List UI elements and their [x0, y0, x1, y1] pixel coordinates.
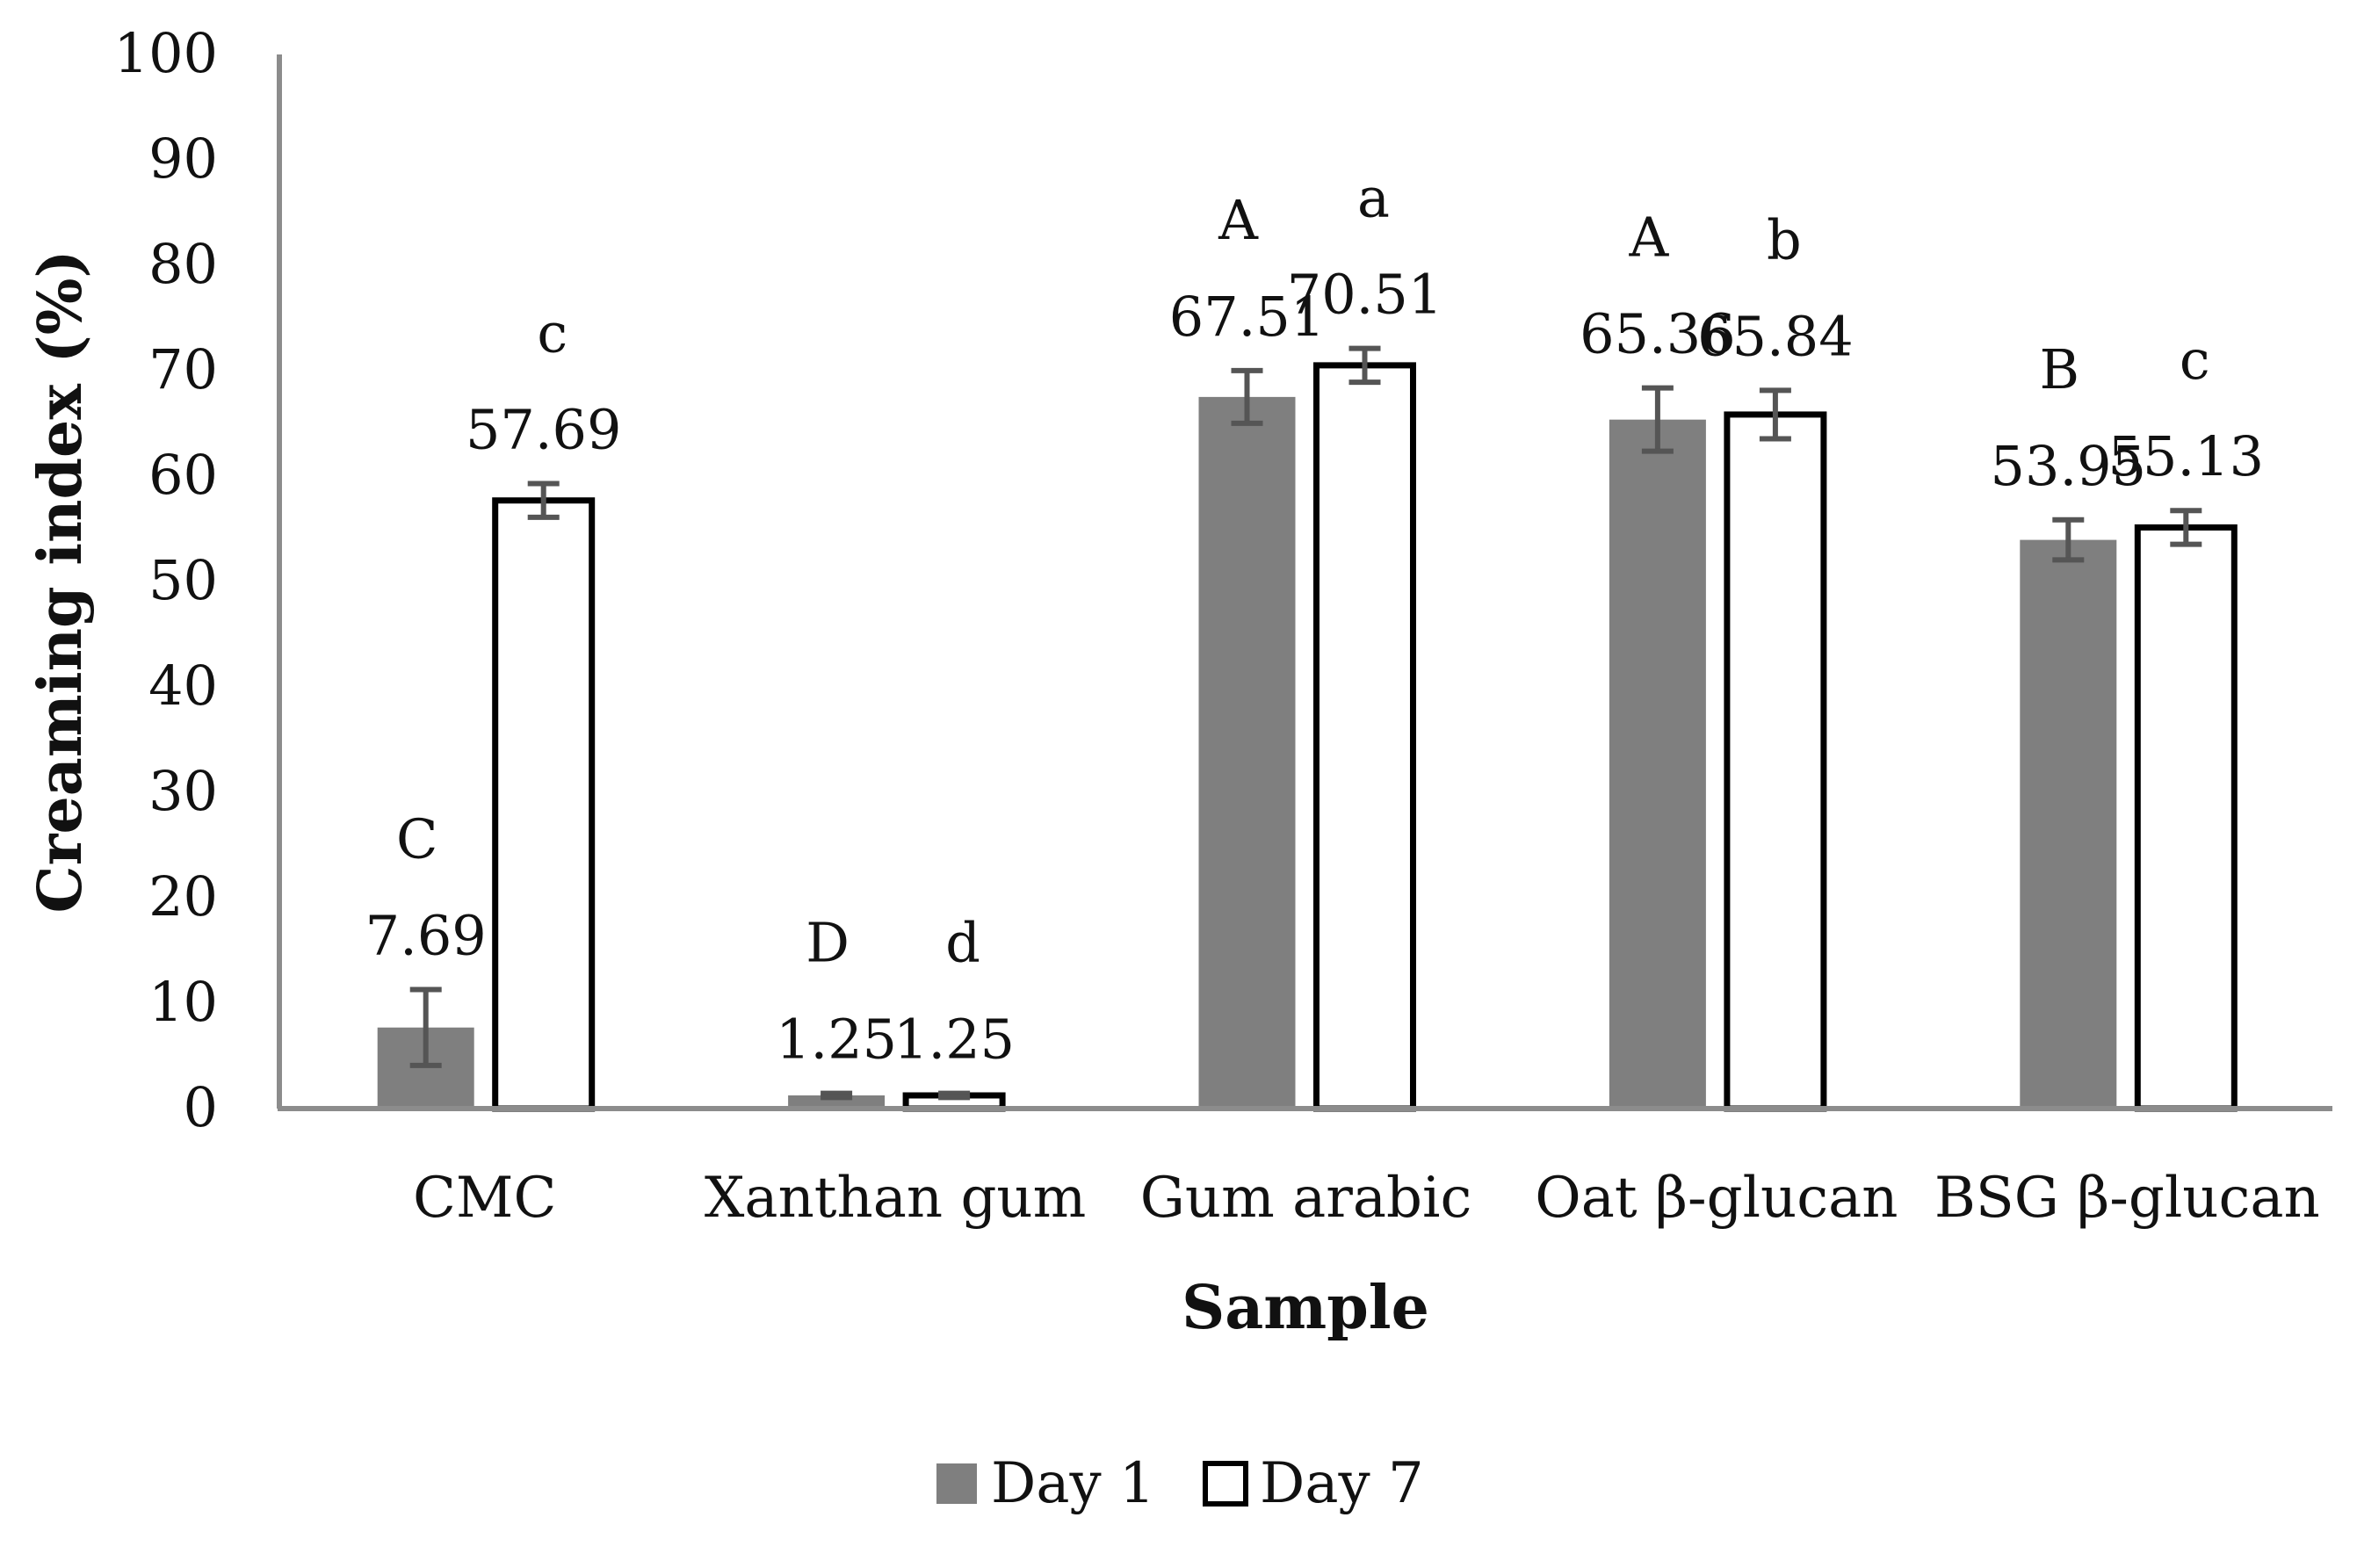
y-tick-label: 100: [114, 21, 218, 85]
x-axis-categories: CMC Xanthan gum Gum arabic Oat β-glucan BSG …: [413, 1166, 2320, 1231]
y-tick-label: 70: [148, 337, 218, 401]
significance-letter: B: [2040, 337, 2080, 401]
data-label: 1.25: [776, 1008, 897, 1072]
y-tick-label: 60: [148, 443, 218, 507]
error-bars-layer: [409, 345, 2202, 1101]
data-label: 53.95: [1991, 434, 2147, 498]
x-category-label: BSG β-glucan: [1934, 1166, 2320, 1231]
legend-label: Day 1: [991, 1451, 1155, 1516]
bar: [788, 1095, 886, 1109]
legend-label: Day 7: [1260, 1451, 1424, 1516]
error-bar: [1641, 385, 1674, 454]
x-axis-title: Sample: [1182, 1273, 1429, 1343]
legend-swatch: [1203, 1461, 1248, 1507]
significance-letter: a: [1357, 166, 1390, 230]
y-tick-label: 30: [148, 759, 218, 823]
x-category-label: Oat β-glucan: [1535, 1166, 1898, 1231]
y-tick-label: 80: [148, 232, 218, 296]
error-bar: [821, 1090, 853, 1101]
y-tick-label: 0: [184, 1075, 218, 1139]
bar: [1724, 411, 1827, 1112]
data-label: 7.69: [365, 904, 487, 968]
bars-layer: [377, 362, 2238, 1112]
error-bar: [527, 481, 560, 520]
y-axis-ticks: 0 10 20 30 40 50 60 70 80 90 100: [114, 21, 218, 1139]
bar: [1609, 419, 1706, 1109]
x-category-label: Gum arabic: [1140, 1166, 1472, 1231]
significance-letter: A: [1629, 206, 1670, 270]
data-label: 57.69: [466, 398, 622, 462]
significance-letter: c: [537, 301, 568, 365]
error-bar: [1348, 345, 1381, 386]
y-tick-label: 50: [148, 548, 218, 612]
significance-letter: b: [1767, 207, 1802, 271]
data-label: 1.25: [893, 1008, 1015, 1072]
error-bar: [2170, 508, 2202, 547]
bar: [1313, 362, 1416, 1112]
bar: [2134, 524, 2238, 1112]
significance-letter: D: [806, 911, 850, 975]
error-bar: [938, 1090, 971, 1101]
significance-letter: d: [945, 911, 980, 975]
legend-swatch: [936, 1463, 977, 1504]
significance-letter: c: [2180, 328, 2210, 392]
x-category-label: CMC: [413, 1166, 556, 1231]
error-bar: [1759, 387, 1791, 442]
y-axis-title: Creaming index (%): [25, 250, 96, 914]
bar: [1198, 396, 1296, 1109]
axes-layer: [277, 54, 2332, 1111]
significance-letter: C: [396, 807, 437, 871]
data-label: 65.84: [1697, 304, 1854, 368]
y-tick-label: 10: [148, 970, 218, 1034]
data-label: 65.36: [1580, 302, 1736, 366]
bar: [2020, 539, 2117, 1109]
data-label: 70.51: [1287, 263, 1443, 327]
error-bar: [2052, 517, 2085, 563]
y-tick-label: 20: [148, 864, 218, 929]
y-tick-label: 40: [148, 654, 218, 718]
significance-labels-layer: Cc D d A a A b B c: [396, 166, 2210, 975]
legend: Day 1 Day 7: [936, 1451, 1424, 1516]
data-label: 67.51: [1169, 285, 1326, 349]
bar: [492, 497, 596, 1112]
y-tick-label: 90: [148, 126, 218, 191]
significance-letter: A: [1218, 188, 1259, 252]
error-bar: [1231, 367, 1263, 426]
data-label: 55.13: [2108, 424, 2265, 488]
x-category-label: Xanthan gum: [705, 1166, 1086, 1231]
error-bar: [409, 986, 442, 1068]
